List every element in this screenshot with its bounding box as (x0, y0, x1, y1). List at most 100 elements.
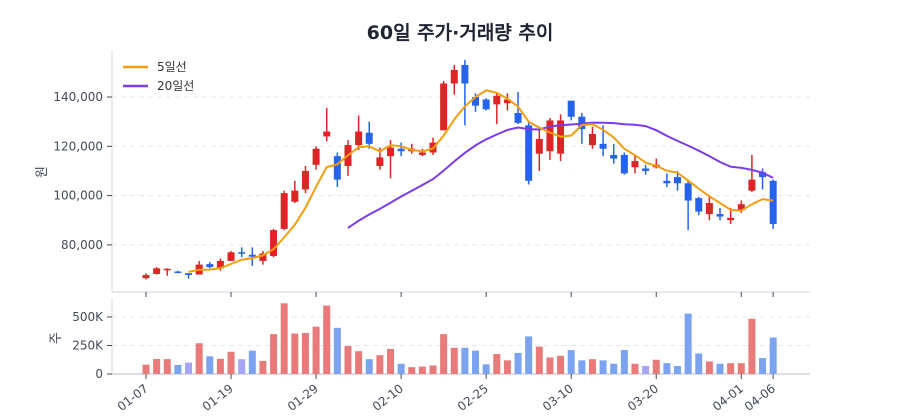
volume-tick-label: 500K (72, 310, 104, 324)
candle (142, 273, 150, 280)
volume-bar (631, 363, 639, 374)
volume-bar (408, 367, 416, 374)
candle (493, 93, 501, 125)
volume-bar (418, 366, 426, 374)
candle (769, 179, 777, 229)
candle (386, 140, 394, 179)
volume-bar (695, 353, 703, 374)
volume-bar (397, 363, 405, 374)
volume-bar (748, 318, 756, 374)
volume-bar (599, 360, 607, 374)
volume-bar (163, 359, 171, 374)
volume-bar (578, 360, 586, 374)
volume-bar (684, 313, 692, 374)
price-tick-label: 120,000 (53, 139, 103, 153)
candle (355, 115, 363, 150)
candle (567, 100, 575, 121)
volume-bar (514, 352, 522, 374)
candle (280, 190, 288, 231)
volume-bar (716, 363, 724, 374)
x-tick-label: 02-10 (370, 381, 406, 414)
volume-bar (567, 350, 575, 374)
volume-bar (153, 358, 161, 374)
volume-bar (376, 355, 384, 374)
candle (323, 108, 331, 142)
candle (631, 154, 639, 174)
candle (227, 251, 235, 261)
candle (674, 170, 681, 191)
volume-bar (461, 347, 469, 374)
candle (684, 180, 692, 231)
volume-tick-label: 0 (95, 367, 103, 381)
volume-bar (440, 334, 448, 374)
candle (195, 260, 203, 275)
price-tick-label: 80,000 (61, 238, 103, 252)
ma20-line (347, 121, 774, 229)
volume-bar (323, 305, 331, 374)
volume-bars (142, 303, 777, 374)
candle (365, 121, 373, 149)
x-tick-label: 03-10 (540, 381, 576, 414)
volume-bar (248, 350, 256, 374)
volume-bar (185, 362, 193, 374)
volume-bar (291, 333, 299, 374)
volume-bar (227, 351, 235, 374)
candle (503, 93, 511, 111)
candle (705, 195, 713, 221)
volume-bar (270, 334, 278, 374)
volume-bar (238, 359, 246, 374)
candle (450, 64, 458, 95)
candle (663, 173, 671, 187)
candle (270, 228, 278, 258)
volume-bar (355, 351, 363, 374)
volume-bar (663, 363, 671, 374)
volume-tick-label: 250K (72, 339, 104, 353)
volume-bar (344, 346, 352, 374)
volume-bar (386, 348, 394, 374)
volume-bar (705, 361, 713, 374)
candle (291, 180, 299, 203)
volume-bar (588, 359, 596, 374)
volume-bar (142, 364, 150, 374)
volume-bar (503, 360, 511, 374)
volume-axis-title: 주 (49, 332, 64, 344)
candle (153, 267, 161, 275)
legend-label: 20일선 (157, 79, 194, 93)
legend-label: 5일선 (157, 60, 187, 74)
volume-bar (759, 358, 767, 374)
volume-bar (737, 363, 745, 374)
price-tick-label: 140,000 (53, 90, 103, 104)
volume-bar (206, 356, 214, 374)
volume-bar (365, 359, 373, 374)
candle (185, 273, 193, 279)
candle (440, 80, 448, 131)
volume-bar (546, 357, 554, 374)
x-tick-label: 01-07 (115, 381, 151, 414)
volume-bar (280, 303, 288, 374)
candle (588, 126, 596, 149)
candle (695, 196, 703, 216)
candle (748, 154, 756, 192)
candle (620, 152, 628, 175)
volume-bar (174, 364, 182, 374)
candle (248, 247, 256, 266)
candle (301, 166, 309, 194)
chart-title: 60일 주가·거래량 추이 (366, 22, 554, 44)
candle (546, 117, 554, 160)
candle (333, 152, 341, 187)
legend: 5일선 20일선 (123, 60, 194, 93)
volume-bar (472, 350, 480, 374)
candle (174, 270, 182, 274)
x-tick-label: 04-01 (710, 381, 746, 414)
volume-bar (535, 346, 543, 374)
volume-bar (620, 350, 628, 374)
volume-bar (525, 336, 533, 374)
candle (642, 164, 650, 175)
volume-bar (557, 355, 565, 374)
candle (716, 207, 724, 221)
candle (610, 143, 618, 164)
candlesticks (142, 60, 777, 280)
volume-bar (674, 366, 681, 374)
